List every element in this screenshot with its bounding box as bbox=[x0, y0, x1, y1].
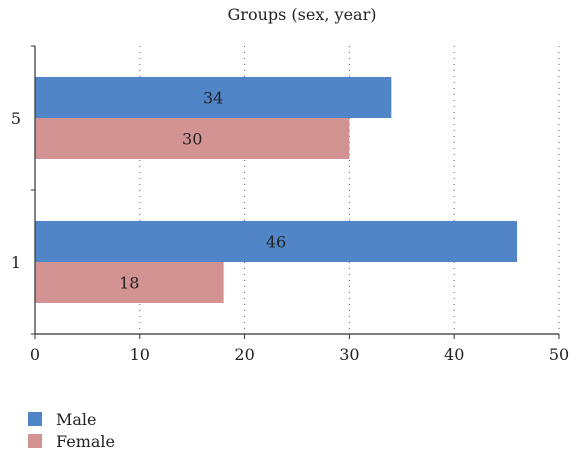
x-tick-label-40: 40 bbox=[444, 345, 464, 364]
data-label-male-5: 34 bbox=[203, 89, 223, 108]
bar-male-5 bbox=[35, 77, 392, 118]
x-tick-label-20: 20 bbox=[234, 345, 254, 364]
legend: Male Female bbox=[28, 408, 115, 452]
bar-female-1 bbox=[35, 262, 224, 303]
bar-male-1 bbox=[35, 221, 518, 262]
x-tick-label-50: 50 bbox=[549, 345, 569, 364]
bars-group: 34 30 46 18 bbox=[35, 77, 518, 303]
legend-swatch-female bbox=[28, 434, 42, 448]
x-tick-label-0: 0 bbox=[30, 345, 40, 364]
legend-item-male: Male bbox=[28, 408, 115, 430]
data-label-female-5: 30 bbox=[182, 130, 202, 149]
legend-label-male: Male bbox=[56, 409, 97, 429]
x-tick-label-30: 30 bbox=[339, 345, 359, 364]
x-tick-label-10: 10 bbox=[130, 345, 150, 364]
data-label-male-1: 46 bbox=[266, 233, 286, 252]
legend-swatch-male bbox=[28, 412, 42, 426]
chart-title: Groups (sex, year) bbox=[228, 5, 377, 24]
legend-item-female: Female bbox=[28, 430, 115, 452]
data-label-female-1: 18 bbox=[119, 274, 139, 293]
axes-group: 510 10 20 30 40 50 bbox=[11, 45, 569, 364]
bar-female-5 bbox=[35, 118, 350, 159]
legend-label-female: Female bbox=[56, 431, 115, 451]
category-label-5: 5 bbox=[11, 109, 21, 128]
category-label-1: 1 bbox=[11, 253, 21, 272]
